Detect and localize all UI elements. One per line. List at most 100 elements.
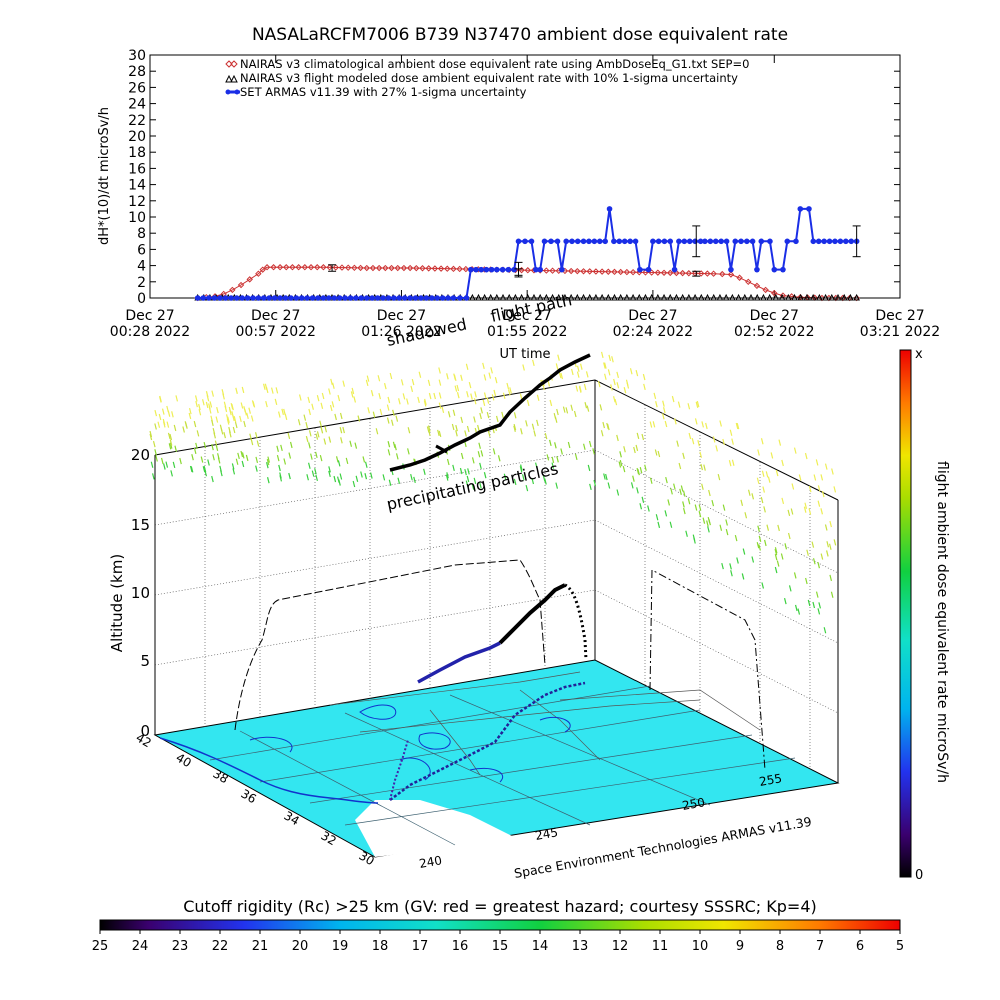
- dot-marker: [848, 238, 855, 245]
- particle-dash: [228, 431, 232, 438]
- dot-marker: [211, 295, 218, 301]
- diamond-marker: [413, 264, 420, 272]
- particle-dash: [798, 474, 802, 481]
- particle-dash: [491, 394, 495, 401]
- particle-dash: [362, 456, 366, 463]
- y-tick-label: 22: [128, 113, 146, 129]
- particle-dash: [711, 500, 715, 507]
- triangle-marker: [685, 293, 693, 301]
- particle-dash: [521, 474, 525, 481]
- legend-item-armas: SET ARMAS v11.39 with 27% 1-sigma uncert…: [225, 85, 527, 99]
- particle-dash: [722, 504, 726, 511]
- particle-dash: [804, 502, 808, 509]
- particle-dash: [547, 380, 551, 387]
- particle-dash: [276, 445, 279, 452]
- x-tick-label-time: 03:21 2022: [860, 324, 940, 340]
- particle-dash: [315, 433, 319, 440]
- triangle-marker: [604, 293, 612, 301]
- particle-dash: [703, 464, 706, 471]
- dot-marker: [697, 238, 704, 245]
- particle-dash: [544, 478, 547, 485]
- particle-dash: [706, 520, 709, 527]
- particle-dash: [283, 458, 287, 465]
- particle-dash: [497, 455, 501, 462]
- wall-grid: [154, 389, 839, 767]
- dot-marker: [380, 295, 386, 301]
- particle-dash: [241, 386, 245, 394]
- y-tick-label: 6: [137, 242, 146, 258]
- particle-dash: [483, 472, 487, 479]
- chart-title: NASALaRCFM7006 B739 N37470 ambient dose …: [252, 25, 788, 45]
- particle-dash: [729, 429, 733, 436]
- dot-marker: [645, 266, 652, 273]
- particle-dash: [702, 517, 706, 524]
- dot-marker: [563, 238, 569, 245]
- particle-dash: [765, 471, 769, 478]
- particle-dash: [492, 448, 496, 455]
- particle-dash: [375, 428, 379, 435]
- triangle-marker: [847, 293, 854, 301]
- particle-dash: [605, 473, 608, 481]
- x-tick-label-time: 01:26 2022: [361, 324, 441, 340]
- particle-dash: [654, 449, 658, 456]
- particle-dash: [215, 444, 219, 451]
- particle-dash: [719, 524, 723, 531]
- particle-dash: [509, 387, 512, 394]
- particle-dash: [479, 482, 482, 489]
- particle-dash: [721, 562, 724, 570]
- particle-dash: [351, 387, 355, 395]
- triangle-marker: [561, 293, 569, 301]
- particle-dash: [664, 420, 668, 428]
- particle-dash: [228, 406, 232, 414]
- particle-dash: [231, 411, 234, 418]
- particle-dash: [532, 359, 535, 367]
- dot-marker: [396, 295, 403, 301]
- particle-dash: [320, 427, 324, 434]
- particle-dash: [319, 454, 323, 462]
- y-tick-label: 12: [128, 194, 146, 210]
- particle-dash: [629, 368, 633, 375]
- particle-dash: [395, 415, 399, 422]
- particle-dash: [688, 432, 692, 440]
- x-tick-label-date: Dec 27: [628, 308, 677, 324]
- triangle-marker: [840, 293, 848, 301]
- particle-dash: [756, 542, 760, 549]
- particle-dash: [244, 409, 247, 416]
- diamond-marker: [332, 264, 340, 271]
- particle-dash: [751, 493, 755, 500]
- particle-dash: [783, 598, 787, 605]
- dot-marker: [200, 295, 207, 301]
- particle-dash: [245, 454, 249, 462]
- dot-marker: [749, 238, 756, 245]
- particle-dash: [407, 448, 410, 455]
- y-tick-label: 20: [128, 129, 146, 145]
- x-tick-label-time: 02:52 2022: [734, 324, 814, 340]
- dot-marker: [702, 238, 708, 245]
- triangle-marker: [704, 293, 711, 301]
- particle-dash: [167, 410, 171, 417]
- x-tick-label-date: Dec 27: [502, 308, 551, 324]
- y-tick-label: 30: [128, 48, 146, 64]
- dot-marker: [569, 238, 575, 245]
- diamond-marker: [611, 268, 618, 276]
- dot-marker: [320, 295, 327, 301]
- particle-dash: [597, 380, 601, 388]
- dot-marker: [233, 295, 240, 301]
- particle-dash: [616, 371, 619, 379]
- particle-dash: [316, 431, 320, 438]
- particle-dash: [826, 550, 829, 557]
- particle-dash: [693, 537, 696, 544]
- particle-dash: [213, 432, 216, 439]
- particle-dash: [307, 462, 311, 469]
- diamond-marker: [797, 293, 804, 301]
- triangle-marker: [834, 293, 842, 301]
- particle-dash: [756, 477, 760, 484]
- dot-marker: [468, 266, 474, 273]
- dot-marker: [723, 238, 730, 245]
- particle-dash: [220, 469, 223, 477]
- particle-dash: [616, 489, 620, 496]
- dot-marker: [767, 238, 773, 245]
- dot-marker: [780, 266, 786, 273]
- y-tick-label: 8: [137, 226, 146, 242]
- particle-dash: [815, 591, 819, 598]
